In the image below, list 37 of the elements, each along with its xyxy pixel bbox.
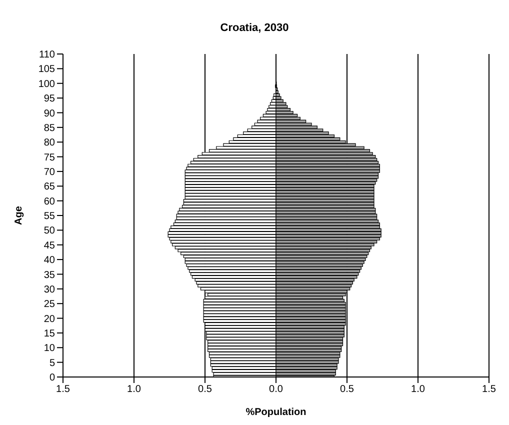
y-tick-label: 5	[49, 358, 56, 369]
y-tick-label: 90	[44, 108, 56, 120]
x-tick-label: 1.5	[56, 384, 70, 396]
y-tick-label: 85	[44, 122, 56, 134]
y-tick-label: 70	[44, 167, 56, 178]
y-tick-label: 95	[44, 94, 56, 105]
bar	[276, 96, 282, 100]
y-tick-label: 65	[44, 182, 56, 193]
x-tick-label: 1.5	[482, 384, 496, 396]
y-tick-label: 0	[49, 372, 56, 384]
y-tick-label: 45	[44, 240, 56, 252]
chart-title: Croatia, 2030	[219, 21, 290, 36]
x-tick-label: 0.5	[340, 384, 354, 396]
bar	[276, 93, 280, 97]
y-tick-label: 35	[44, 270, 56, 281]
y-tick-label: 55	[44, 211, 56, 222]
y-tick-label: 110	[39, 50, 56, 61]
bar	[276, 99, 284, 102]
y-tick-label: 15	[44, 328, 56, 340]
y-tick-label: 20	[44, 314, 56, 325]
y-axis-title: Age	[14, 206, 25, 225]
y-tick-label: 80	[44, 138, 56, 149]
y-tick-label: 105	[38, 64, 56, 76]
y-tick-label: 75	[44, 152, 56, 164]
y-tick-label: 40	[44, 255, 56, 266]
x-tick-label: 1.0	[127, 384, 142, 396]
y-tick-label: 50	[44, 226, 56, 237]
x-tick-label: 0.5	[198, 384, 212, 396]
y-tick-label: 30	[44, 284, 56, 296]
bar	[276, 90, 278, 94]
y-tick-label: 10	[44, 343, 56, 354]
y-tick-label: 60	[44, 196, 56, 208]
y-tick-label: 25	[44, 299, 56, 310]
x-tick-label: 1.0	[411, 384, 426, 396]
x-tick-label: 0.0	[269, 384, 284, 396]
y-tick-label: 100	[38, 78, 56, 90]
x-axis-title: %Population	[246, 407, 306, 418]
